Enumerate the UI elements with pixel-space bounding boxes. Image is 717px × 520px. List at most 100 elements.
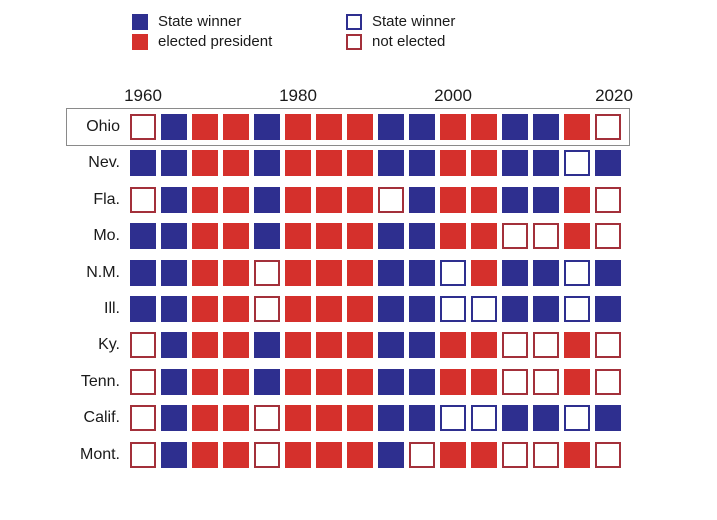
election-cell xyxy=(533,223,559,250)
election-cell xyxy=(223,441,249,468)
election-cell xyxy=(223,114,249,140)
election-cell xyxy=(316,368,342,395)
election-cell xyxy=(564,296,590,322)
legend-swatch-blue-filled xyxy=(132,14,148,30)
election-cell xyxy=(161,150,187,177)
election-cell xyxy=(409,223,435,250)
election-cell xyxy=(347,296,373,322)
election-cell xyxy=(285,405,311,432)
election-cell xyxy=(223,332,249,359)
election-cell xyxy=(440,332,466,359)
election-cell xyxy=(564,114,590,140)
election-cell xyxy=(564,186,590,213)
election-cell xyxy=(347,150,373,177)
election-cell xyxy=(285,150,311,177)
election-cell xyxy=(595,259,621,286)
election-cell xyxy=(223,368,249,395)
election-cell xyxy=(440,150,466,177)
election-cell xyxy=(564,405,590,432)
election-cell xyxy=(564,223,590,250)
election-cell xyxy=(316,259,342,286)
election-cell xyxy=(440,114,466,140)
election-cell xyxy=(533,114,559,140)
election-cell xyxy=(285,223,311,250)
election-cell xyxy=(471,150,497,177)
election-cell xyxy=(316,223,342,250)
election-cell xyxy=(502,259,528,286)
election-cell xyxy=(533,332,559,359)
year-tick-label: 1960 xyxy=(124,86,162,105)
election-cell xyxy=(409,332,435,359)
election-cell xyxy=(595,114,621,140)
legend-swatch-red-outline xyxy=(346,34,362,50)
election-cell xyxy=(595,405,621,432)
election-cell xyxy=(440,405,466,432)
election-cell xyxy=(502,296,528,322)
election-cell xyxy=(409,405,435,432)
state-label: N.M. xyxy=(86,263,120,281)
election-cell xyxy=(502,186,528,213)
election-cell xyxy=(409,368,435,395)
election-cell xyxy=(471,405,497,432)
election-cell xyxy=(409,441,435,468)
election-cell xyxy=(223,186,249,213)
election-cell xyxy=(564,368,590,395)
election-cell xyxy=(378,150,404,177)
election-cell xyxy=(502,150,528,177)
legend-item-not-elected: State winner not elected xyxy=(346,13,506,54)
election-cell xyxy=(223,405,249,432)
election-cell xyxy=(564,441,590,468)
election-cell xyxy=(378,405,404,432)
election-cell xyxy=(471,259,497,286)
election-cell xyxy=(378,441,404,468)
election-cell xyxy=(285,186,311,213)
election-cell xyxy=(285,259,311,286)
election-cell xyxy=(223,223,249,250)
election-cell xyxy=(533,186,559,213)
election-cell xyxy=(471,114,497,140)
legend-label-line2: not elected xyxy=(372,33,446,50)
election-cell xyxy=(440,223,466,250)
election-cell xyxy=(192,368,218,395)
election-cell xyxy=(378,368,404,395)
election-cell xyxy=(316,332,342,359)
election-cell xyxy=(130,296,156,322)
election-cell xyxy=(254,368,280,395)
election-cell xyxy=(161,114,187,140)
election-cell xyxy=(471,223,497,250)
election-cell xyxy=(192,223,218,250)
election-cell xyxy=(533,150,559,177)
election-cell xyxy=(254,186,280,213)
state-label: Fla. xyxy=(93,190,120,208)
election-cell xyxy=(471,186,497,213)
legend-swatch-red-filled xyxy=(132,34,148,50)
election-cell xyxy=(595,441,621,468)
election-cell xyxy=(347,441,373,468)
election-cell xyxy=(223,150,249,177)
election-cell xyxy=(502,441,528,468)
election-cell xyxy=(254,441,280,468)
election-cell xyxy=(471,332,497,359)
election-cell xyxy=(130,368,156,395)
election-cell xyxy=(564,150,590,177)
state-label: Mo. xyxy=(93,227,120,245)
state-label: Ill. xyxy=(104,300,120,317)
election-cell xyxy=(316,296,342,322)
election-cell xyxy=(285,441,311,468)
election-cell xyxy=(533,259,559,286)
election-cell xyxy=(316,441,342,468)
election-cell xyxy=(595,368,621,395)
election-cell xyxy=(378,223,404,250)
election-cell xyxy=(409,296,435,322)
election-cell xyxy=(595,332,621,359)
election-cell xyxy=(192,405,218,432)
election-cell xyxy=(502,223,528,250)
election-cell xyxy=(595,186,621,213)
election-cell xyxy=(285,296,311,322)
election-cell xyxy=(161,332,187,359)
election-cell xyxy=(130,441,156,468)
election-cell xyxy=(440,441,466,468)
election-cell xyxy=(161,223,187,250)
election-cell xyxy=(378,332,404,359)
state-label: Nev. xyxy=(88,154,120,172)
